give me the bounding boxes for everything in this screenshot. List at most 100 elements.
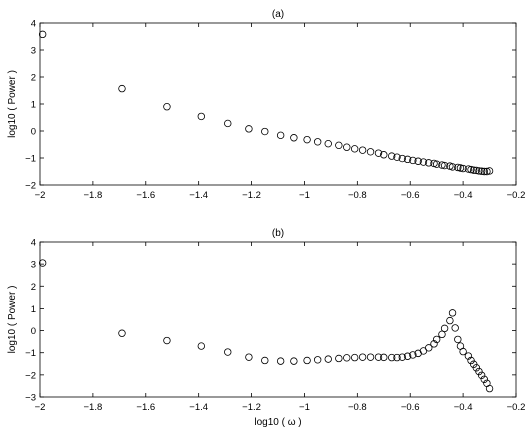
data-point xyxy=(324,355,332,363)
y-tick-label: −1 xyxy=(25,348,36,359)
data-point xyxy=(432,335,441,344)
data-point xyxy=(366,148,375,156)
data-point xyxy=(440,324,449,333)
data-point xyxy=(414,157,422,165)
x-tick-label: −1.8 xyxy=(84,190,103,201)
x-tick-label: −0.2 xyxy=(507,190,526,201)
x-tick-label: −0.6 xyxy=(401,402,420,413)
data-point xyxy=(469,166,478,174)
plot-frame xyxy=(39,22,517,186)
data-point xyxy=(409,351,417,359)
data-point xyxy=(451,324,459,332)
data-point xyxy=(224,348,232,356)
data-point xyxy=(403,155,412,164)
data-point xyxy=(245,353,253,361)
data-point xyxy=(163,336,171,345)
data-point xyxy=(472,166,481,175)
data-point xyxy=(303,356,311,365)
data-point xyxy=(480,167,488,176)
data-point xyxy=(358,146,367,154)
x-tick-label: −0.4 xyxy=(454,190,473,201)
data-point xyxy=(459,347,467,356)
data-point xyxy=(425,344,433,352)
data-point xyxy=(454,335,462,344)
data-point xyxy=(480,375,488,383)
data-point xyxy=(374,149,383,157)
x-tick-label: −0.8 xyxy=(348,190,367,201)
y-axis-label: log10 ( Power ) xyxy=(7,286,18,354)
data-point xyxy=(290,357,298,365)
data-point xyxy=(313,356,322,364)
x-tick-label: −1 xyxy=(299,190,310,201)
data-point xyxy=(324,139,332,148)
y-tick-label: 0 xyxy=(31,127,36,138)
y-axis-label: log10 ( Power ) xyxy=(7,70,18,138)
data-point xyxy=(388,152,396,160)
data-point xyxy=(393,153,401,161)
data-point xyxy=(276,131,285,140)
data-point xyxy=(425,159,433,167)
data-point xyxy=(38,259,47,267)
data-point xyxy=(261,127,269,136)
y-tick-label: 1 xyxy=(31,100,36,111)
data-point xyxy=(224,119,232,128)
panel-title: (a) xyxy=(272,9,284,20)
x-tick-label: −0.6 xyxy=(401,190,420,201)
data-point xyxy=(454,163,462,172)
data-point xyxy=(276,357,285,365)
data-point xyxy=(393,353,401,362)
y-tick-label: 3 xyxy=(31,46,36,57)
data-point xyxy=(467,356,475,365)
data-point xyxy=(438,330,446,339)
x-tick-label: −0.4 xyxy=(454,402,473,413)
data-point xyxy=(398,353,406,361)
data-point xyxy=(313,138,322,146)
data-point xyxy=(430,340,438,348)
data-point xyxy=(118,84,126,93)
y-tick-label: −2 xyxy=(25,370,36,381)
data-point xyxy=(290,134,298,142)
data-point xyxy=(197,112,206,121)
y-tick-label: 2 xyxy=(31,73,36,84)
x-tick-label: −2 xyxy=(35,402,46,413)
panel-a: −2 −1.8 −1.6 −1.4 −1.2 −1 −0.8 −0.6 −0.4 −0.2 −2 −1… xyxy=(7,9,525,201)
y-tick-label: 4 xyxy=(31,238,36,249)
data-point xyxy=(446,316,454,325)
data-point xyxy=(118,329,126,337)
x-axis-label: log10 ( ω ) xyxy=(254,417,301,428)
x-tick-label: −0.2 xyxy=(507,402,526,413)
data-point xyxy=(380,151,388,159)
x-tick-label: −1.4 xyxy=(189,402,208,413)
data-point xyxy=(303,135,311,144)
x-tick-label: −1.4 xyxy=(189,190,208,201)
data-point xyxy=(464,352,473,360)
y-tick-label: −2 xyxy=(25,181,36,192)
data-point xyxy=(459,164,467,173)
data-point xyxy=(343,143,351,151)
x-tick-label: −1.2 xyxy=(242,190,261,201)
x-tick-label: −1.6 xyxy=(136,190,155,201)
x-tick-label: −1.2 xyxy=(242,402,261,413)
data-point xyxy=(197,342,206,350)
panel-b: −2 −1.8 −1.6 −1.4 −1.2 −1 −0.8 −0.6 −0.4 −0.2−3−2… xyxy=(7,228,525,428)
data-point xyxy=(38,30,47,39)
data-point xyxy=(456,164,465,172)
data-point xyxy=(343,354,351,362)
data-point xyxy=(438,161,446,169)
y-tick-label: 4 xyxy=(31,19,36,30)
data-point xyxy=(388,353,396,362)
data-point xyxy=(366,353,375,361)
y-tick-label: 0 xyxy=(31,326,36,337)
data-point xyxy=(467,165,475,174)
data-point xyxy=(472,364,481,372)
data-point xyxy=(335,354,343,363)
data-point xyxy=(374,353,383,361)
x-tick-label: −2 xyxy=(35,190,46,201)
x-tick-label: −1.6 xyxy=(136,402,155,413)
x-tick-label: −1.8 xyxy=(84,402,103,413)
data-point xyxy=(380,353,388,362)
data-point xyxy=(419,158,428,166)
data-point xyxy=(448,163,457,171)
